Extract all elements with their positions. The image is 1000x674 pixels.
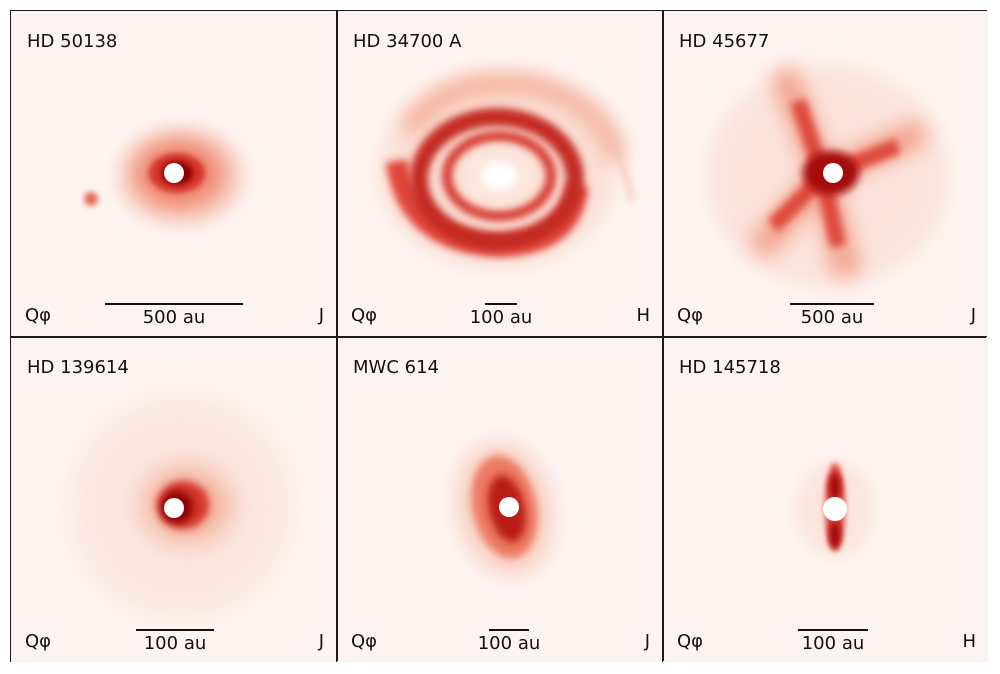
scale-bar: 500 au xyxy=(105,303,243,328)
band-label: H xyxy=(962,631,976,652)
star-mask xyxy=(164,498,184,518)
band-label: J xyxy=(644,631,650,652)
scale-label: 500 au xyxy=(142,307,206,328)
disk-image xyxy=(795,461,875,557)
stokes-label: Qφ xyxy=(25,305,52,326)
panel-hd-45677: HD 45677 Qφ J 500 au xyxy=(663,11,988,336)
panel-mwc-614: MWC 614 Qφ J 100 au xyxy=(337,337,662,662)
panel-divider xyxy=(11,336,986,338)
stokes-label: Qφ xyxy=(351,305,378,326)
target-name: HD 45677 xyxy=(679,31,770,52)
target-name: HD 139614 xyxy=(27,357,129,378)
disk-image xyxy=(379,74,635,268)
band-label: J xyxy=(318,631,324,652)
panel-hd-145718: HD 145718 Qφ H 100 au xyxy=(663,337,988,662)
scale-label: 100 au xyxy=(477,633,541,654)
scale-label: 100 au xyxy=(801,633,865,654)
target-name: HD 50138 xyxy=(27,31,118,52)
disk-image xyxy=(455,441,555,577)
star-mask xyxy=(823,163,843,183)
scale-label: 100 au xyxy=(143,633,207,654)
star-mask xyxy=(823,497,847,521)
star-mask xyxy=(164,163,184,183)
band-label: J xyxy=(318,305,324,326)
disk-image xyxy=(84,128,243,224)
band-label: H xyxy=(636,305,650,326)
stokes-label: Qφ xyxy=(25,631,52,652)
star-mask xyxy=(499,497,519,517)
panel-hd-139614: HD 139614 Qφ J 100 au xyxy=(11,337,336,662)
stokes-label: Qφ xyxy=(677,631,704,652)
scale-bar: 100 au xyxy=(465,303,537,328)
panel-hd-34700-a: HD 34700 A Qφ H 100 au xyxy=(337,11,662,336)
panel-hd-50138: HD 50138 Qφ J 500 au xyxy=(11,11,336,336)
band-label: J xyxy=(970,305,976,326)
scale-bar: 100 au xyxy=(797,629,869,654)
scale-bar: 100 au xyxy=(135,629,215,654)
disk-image xyxy=(71,397,291,617)
scale-bar: 100 au xyxy=(473,629,545,654)
stokes-label: Qφ xyxy=(677,305,704,326)
target-name: HD 34700 A xyxy=(353,31,462,52)
disk-image xyxy=(708,66,948,286)
scale-bar: 500 au xyxy=(789,303,875,328)
image-grid: HD 50138 Qφ J 500 au HD 34700 A Qφ H xyxy=(10,10,988,662)
scale-label: 500 au xyxy=(800,307,864,328)
target-name: MWC 614 xyxy=(353,357,439,378)
target-name: HD 145718 xyxy=(679,357,781,378)
stokes-label: Qφ xyxy=(351,631,378,652)
scale-label: 100 au xyxy=(469,307,533,328)
